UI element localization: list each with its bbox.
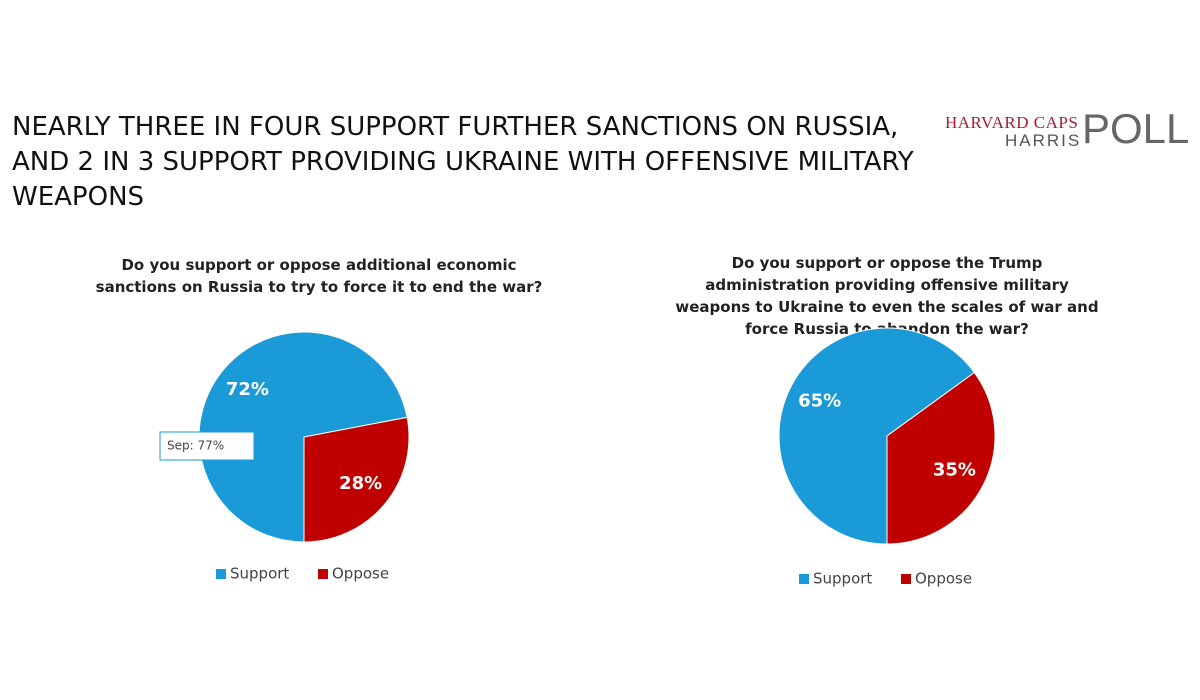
- logo-line: HARRIS: [1005, 131, 1082, 150]
- annotation: Sep: 77%: [167, 439, 224, 453]
- legend-swatch: [799, 574, 809, 584]
- data-label: 72%: [226, 379, 269, 400]
- legend-swatch: [216, 569, 226, 579]
- data-label: 35%: [933, 459, 976, 480]
- legend-swatch: [318, 569, 328, 579]
- chart-title: Do you support or oppose additional econ…: [95, 256, 543, 296]
- logo-line: HARVARD CAPS: [945, 113, 1079, 132]
- pie-slice: [303, 416, 410, 543]
- pie-slice: [886, 371, 996, 545]
- legend-swatch: [901, 574, 911, 584]
- logo-mark: POLL: [1082, 105, 1190, 152]
- slide-title: NEARLY THREE IN FOUR SUPPORT FURTHER SAN…: [12, 112, 914, 212]
- data-label: 28%: [339, 473, 382, 494]
- data-label: 65%: [798, 391, 841, 412]
- legend-label: Oppose: [915, 570, 972, 588]
- chart-title: Do you support or oppose the Trump admin…: [675, 254, 1099, 338]
- pie-slice: [778, 327, 976, 545]
- legend-label: Oppose: [332, 565, 389, 583]
- pie-slice: [198, 331, 408, 543]
- annotation-box: [159, 431, 255, 461]
- legend-label: Support: [230, 565, 289, 583]
- legend-label: Support: [813, 570, 872, 588]
